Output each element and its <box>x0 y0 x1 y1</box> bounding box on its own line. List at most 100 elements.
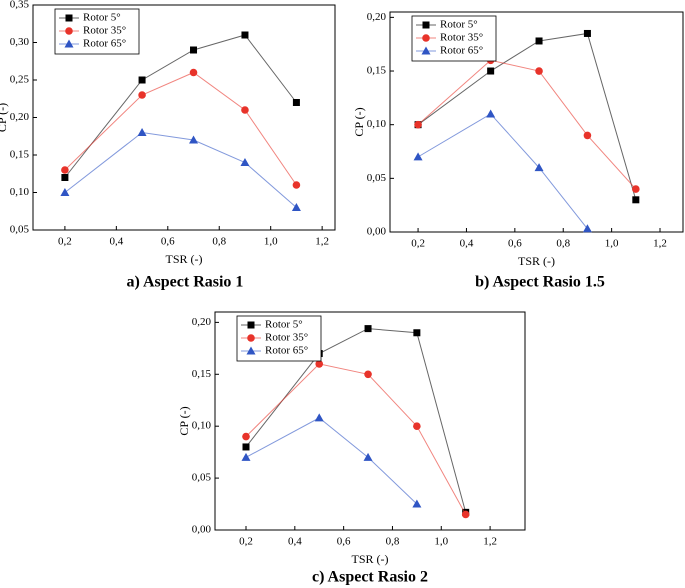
chart-caption: c) Aspect Rasio 2 <box>312 569 428 586</box>
series-line <box>64 71 297 186</box>
x-axis-label: TSR (-) <box>166 252 203 266</box>
marker <box>315 360 324 368</box>
y-tick-label: 0,05 <box>367 172 387 184</box>
y-tick-label: 0,15 <box>192 368 212 380</box>
y-axis-label: CP (-) <box>177 406 191 435</box>
legend-label: Rotor 5° <box>265 319 303 331</box>
x-tick-label: 0,6 <box>337 536 351 548</box>
y-tick-label: 0,00 <box>367 226 387 238</box>
marker <box>64 39 74 48</box>
marker <box>364 370 372 379</box>
x-tick-label: 0,8 <box>556 238 570 250</box>
plot-frame <box>389 11 684 233</box>
x-tick-label: 0,4 <box>288 536 302 548</box>
marker <box>421 46 431 55</box>
y-axis-label: CP (-) <box>352 107 366 136</box>
x-tick-label: 0,4 <box>109 236 123 248</box>
y-tick-label: 0,25 <box>10 74 30 86</box>
x-tick-label: 0,2 <box>239 536 253 548</box>
marker <box>535 67 543 75</box>
x-tick-label: 1,2 <box>653 238 667 250</box>
x-tick-label: 0,8 <box>386 536 400 548</box>
marker <box>363 452 373 461</box>
y-tick-label: 0,05 <box>10 224 30 236</box>
y-tick-label: 0,10 <box>10 186 30 198</box>
y-tick-label: 0,15 <box>367 65 387 77</box>
marker <box>246 346 256 355</box>
x-axis-label: TSR (-) <box>352 552 389 566</box>
x-axis-label: TSR (-) <box>518 254 555 268</box>
marker <box>240 158 250 166</box>
marker <box>65 14 73 22</box>
marker <box>422 21 430 29</box>
legend-label: Rotor 5° <box>83 12 121 24</box>
x-tick-label: 1,2 <box>315 236 329 248</box>
y-tick-label: 0,35 <box>10 0 30 11</box>
series-line <box>417 113 588 230</box>
marker <box>241 31 249 39</box>
plot-frame <box>214 311 526 531</box>
x-tick-label: 1,0 <box>605 238 619 250</box>
marker <box>314 413 324 422</box>
y-tick-label: 0,10 <box>192 420 212 432</box>
marker <box>137 128 147 136</box>
marker <box>486 109 496 118</box>
marker <box>138 76 146 84</box>
legend-label: Rotor 5° <box>440 19 478 31</box>
marker <box>414 120 422 129</box>
marker <box>292 181 301 189</box>
marker <box>364 325 372 333</box>
chart-caption: b) Aspect Rasio 1.5 <box>475 274 605 291</box>
series-line <box>417 59 637 190</box>
y-tick-label: 0,30 <box>10 36 30 48</box>
y-tick-label: 0,15 <box>10 149 30 161</box>
marker <box>412 499 422 508</box>
marker <box>632 196 640 204</box>
marker <box>247 334 255 342</box>
marker <box>461 510 470 519</box>
marker <box>65 27 73 35</box>
marker <box>138 91 146 99</box>
marker <box>413 152 423 161</box>
marker <box>61 174 69 181</box>
marker <box>241 106 249 114</box>
legend-label: Rotor 35° <box>440 32 483 44</box>
marker <box>582 224 592 233</box>
marker <box>583 131 592 140</box>
marker <box>189 135 199 144</box>
x-tick-label: 0,2 <box>58 236 72 248</box>
x-tick-label: 1,0 <box>264 236 278 248</box>
x-tick-label: 1,0 <box>434 536 448 548</box>
marker <box>190 46 198 54</box>
x-tick-label: 0,4 <box>460 238 474 250</box>
y-tick-label: 0,20 <box>10 111 30 123</box>
x-tick-label: 0,8 <box>212 236 226 248</box>
marker <box>189 68 198 77</box>
marker <box>535 37 543 45</box>
marker <box>583 29 591 37</box>
x-tick-label: 0,2 <box>411 238 425 250</box>
legend-label: Rotor 65° <box>440 45 483 57</box>
marker <box>413 329 421 337</box>
marker <box>241 452 251 461</box>
x-tick-label: 0,6 <box>161 236 175 248</box>
marker <box>413 422 421 430</box>
marker <box>242 432 250 441</box>
x-tick-label: 0,6 <box>508 238 522 250</box>
marker <box>534 163 544 172</box>
marker <box>487 67 495 75</box>
legend-label: Rotor 65° <box>83 38 126 50</box>
y-tick-label: 0,20 <box>367 11 387 23</box>
x-tick-label: 1,2 <box>483 536 497 548</box>
marker <box>292 99 300 106</box>
series-line <box>64 34 297 178</box>
y-tick-label: 0,00 <box>192 524 212 536</box>
marker <box>291 203 301 211</box>
marker <box>422 34 430 42</box>
chart-caption: a) Aspect Rasio 1 <box>127 274 244 291</box>
legend-label: Rotor 35° <box>83 25 126 37</box>
marker <box>61 166 69 174</box>
legend-label: Rotor 65° <box>265 345 308 357</box>
series-line <box>245 417 418 505</box>
